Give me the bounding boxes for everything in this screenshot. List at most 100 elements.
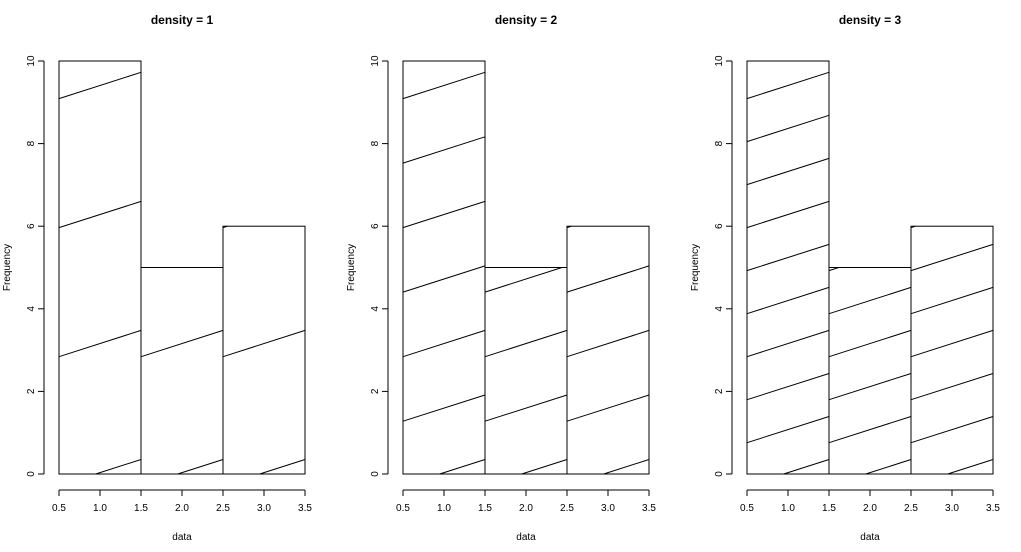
hatch-line <box>484 329 568 358</box>
histogram-bar <box>828 267 912 475</box>
hatch-line <box>402 200 486 229</box>
bar-hatching <box>140 329 224 475</box>
y-tick-label: 2 <box>714 388 725 394</box>
y-tick-label: 10 <box>370 55 381 67</box>
hatch-line <box>439 459 486 475</box>
hatch-line <box>484 267 563 293</box>
y-axis-label: Frequency <box>690 244 701 291</box>
x-tick-label: 2.0 <box>519 503 533 514</box>
hatch-line <box>828 373 912 401</box>
histogram-panel-1: density = 1 0.5 1.0 1.5 2.0 2.5 3.0 3.5 data 0 2 4 6… <box>2 13 312 543</box>
x-tick-label: 3.0 <box>945 503 959 514</box>
hatch-line <box>140 329 224 358</box>
y-tick-label: 6 <box>370 223 381 229</box>
x-tick-label: 3.5 <box>298 503 312 514</box>
y-tick-label: 2 <box>26 388 37 394</box>
y-tick-label: 4 <box>714 306 725 312</box>
hatch-line <box>521 459 568 475</box>
x-tick-label: 0.5 <box>396 503 410 514</box>
y-tick-label: 4 <box>370 306 381 312</box>
bar-hatching <box>402 71 486 475</box>
y-tick-label: 10 <box>714 55 725 67</box>
y-tick-label: 8 <box>370 140 381 146</box>
hatch-line <box>222 225 228 229</box>
hatch-line <box>828 286 912 315</box>
hatch-line <box>746 200 830 229</box>
hatch-line <box>566 394 650 422</box>
histogram-panel-2: density = 2 0.5 1.0 1.5 2.0 2.5 3.0 3.5 data 0 2 4 6… <box>346 13 656 543</box>
bar-hatching <box>566 225 650 475</box>
y-tick-label: 0 <box>714 471 725 477</box>
x-tick-label: 1.0 <box>437 503 451 514</box>
x-tick-label: 1.0 <box>93 503 107 514</box>
y-tick-label: 2 <box>370 388 381 394</box>
hatch-line <box>783 459 830 475</box>
y-tick-label: 8 <box>26 140 37 146</box>
y-axis-label: Frequency <box>346 244 357 291</box>
x-tick-label: 2.5 <box>560 503 574 514</box>
hatch-line <box>222 329 306 358</box>
hatch-line <box>910 243 994 272</box>
x-tick-label: 1.5 <box>134 503 148 514</box>
x-axis-label: data <box>860 532 880 543</box>
histogram-bar <box>58 60 142 475</box>
hatch-line <box>910 373 994 401</box>
bar-hatching <box>828 267 912 475</box>
x-tick-label: 0.5 <box>52 503 66 514</box>
y-tick-label: 0 <box>370 471 381 477</box>
hatch-line <box>603 459 650 475</box>
y-tick-label: 10 <box>26 55 37 67</box>
hatch-line <box>828 267 839 272</box>
x-tick-label: 0.5 <box>740 503 754 514</box>
bar-hatching <box>910 225 994 475</box>
y-tick-label: 8 <box>714 140 725 146</box>
hatch-line <box>58 200 142 229</box>
x-tick-label: 1.5 <box>822 503 836 514</box>
hatch-line <box>95 459 142 475</box>
hatch-line <box>746 329 830 358</box>
x-tick-label: 2.0 <box>863 503 877 514</box>
x-tick-label: 3.5 <box>986 503 1000 514</box>
histogram-bar <box>566 225 650 475</box>
x-tick-label: 3.0 <box>601 503 615 514</box>
hatch-line <box>746 373 830 401</box>
hatch-line <box>865 459 912 475</box>
hatch-line <box>58 329 142 358</box>
bar-hatching <box>222 225 306 475</box>
histogram-bar <box>910 225 994 475</box>
hatch-line <box>746 71 830 100</box>
hatch-line <box>402 71 486 100</box>
hatch-line <box>910 225 916 229</box>
bar-hatching <box>58 71 142 475</box>
hatch-line <box>177 459 224 475</box>
hatch-line <box>828 416 912 444</box>
hatch-line <box>746 157 830 186</box>
bar-hatching <box>484 267 568 475</box>
hatch-line <box>566 329 650 358</box>
histogram-bar <box>140 267 224 475</box>
hatch-line <box>910 286 994 315</box>
histogram-bar <box>222 225 306 475</box>
y-axis-label: Frequency <box>2 244 13 291</box>
hatch-line <box>402 136 486 164</box>
x-axis-label: data <box>172 532 192 543</box>
x-tick-label: 2.5 <box>904 503 918 514</box>
chart-title: density = 1 <box>151 13 214 27</box>
histogram-bar <box>746 60 830 475</box>
hatch-line <box>746 286 830 315</box>
y-tick-label: 0 <box>26 471 37 477</box>
x-axis-label: data <box>516 532 536 543</box>
hatch-line <box>947 459 994 475</box>
x-tick-label: 1.5 <box>478 503 492 514</box>
hatch-line <box>259 459 306 475</box>
hatch-line <box>58 71 142 100</box>
hatch-line <box>484 394 568 422</box>
chart-title: density = 3 <box>839 13 902 27</box>
x-tick-label: 2.0 <box>175 503 189 514</box>
hatch-line <box>746 416 830 444</box>
hatch-line <box>910 416 994 444</box>
x-tick-label: 3.0 <box>257 503 271 514</box>
y-tick-label: 6 <box>26 223 37 229</box>
